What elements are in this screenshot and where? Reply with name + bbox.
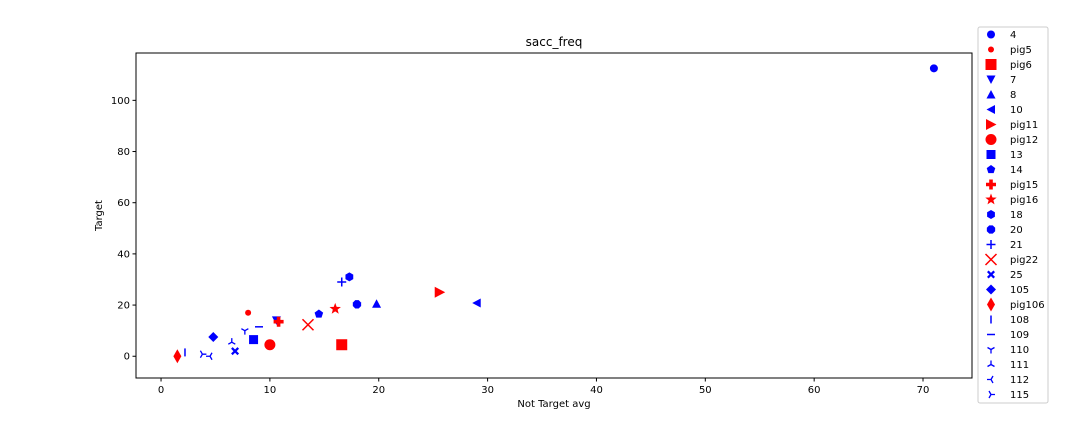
legend-marker-pig15 — [986, 179, 996, 190]
legend-marker-105 — [986, 284, 996, 295]
data-point-10 — [472, 298, 481, 308]
data-point-20 — [352, 300, 362, 309]
data-point-pig15 — [273, 316, 284, 327]
y-tick-label: 60 — [117, 198, 130, 209]
data-point-110 — [241, 328, 249, 335]
legend-marker-pig22 — [984, 253, 998, 266]
legend-label: pig11 — [1010, 120, 1038, 131]
data-point-4 — [929, 64, 938, 73]
data-point-18 — [345, 272, 354, 282]
legend-label: 20 — [1010, 225, 1023, 236]
x-axis-label: Not Target avg — [517, 399, 590, 410]
legend-marker-20 — [986, 225, 996, 234]
legend-marker-4 — [987, 30, 995, 39]
data-point-pig12 — [264, 339, 276, 351]
legend-marker-25 — [987, 270, 995, 279]
x-tick-label: 40 — [590, 385, 603, 396]
legend-marker-pig5 — [988, 46, 994, 53]
x-tick-label: 50 — [699, 385, 712, 396]
data-point-pig22 — [301, 318, 315, 331]
legend-marker-18 — [987, 210, 995, 219]
x-tick-label: 0 — [158, 385, 164, 396]
data-point-8 — [372, 299, 382, 308]
data-point-pig5 — [245, 309, 252, 316]
legend-marker-13 — [986, 150, 996, 159]
legend-label: 21 — [1010, 240, 1023, 251]
data-point-pig11 — [434, 286, 446, 298]
data-point-115 — [199, 350, 207, 359]
legend-label: 108 — [1010, 315, 1029, 326]
y-axis-label: Target — [94, 200, 105, 232]
data-point-112 — [206, 352, 213, 361]
y-tick-label: 100 — [111, 96, 130, 107]
x-tick-label: 20 — [372, 385, 385, 396]
legend-label: pig15 — [1010, 180, 1038, 191]
legend-marker-112 — [987, 375, 994, 384]
data-point-21 — [337, 277, 347, 287]
legend-label: 25 — [1010, 270, 1023, 281]
y-tick-label: 80 — [117, 147, 130, 158]
legend-marker-pig106 — [987, 297, 995, 312]
data-point-105 — [208, 332, 219, 343]
data-point-14 — [314, 309, 324, 318]
y-axis-ticks: 0 20 40 60 80 100 — [111, 96, 136, 363]
legend-label: 14 — [1010, 165, 1023, 176]
plot-area — [135, 52, 973, 379]
legend-marker-7 — [986, 75, 996, 84]
legend-label: 4 — [1010, 30, 1016, 41]
x-tick-label: 60 — [808, 385, 821, 396]
legend-label: pig6 — [1010, 60, 1032, 71]
x-axis-ticks: 0 10 20 30 40 50 60 70 — [158, 378, 930, 396]
legend-marker-pig6 — [985, 59, 997, 70]
x-tick-label: 30 — [481, 385, 494, 396]
legend-marker-pig16 — [985, 193, 997, 205]
data-point-pig6 — [336, 339, 348, 351]
legend-marker-8 — [986, 90, 996, 99]
legend-marker-10 — [986, 105, 995, 114]
y-tick-label: 20 — [117, 301, 130, 312]
x-tick-label: 10 — [264, 385, 277, 396]
legend-label: pig12 — [1010, 135, 1038, 146]
data-point-pig106 — [173, 349, 182, 364]
data-points — [173, 64, 938, 364]
y-tick-label: 40 — [117, 249, 130, 260]
legend-label: 115 — [1010, 390, 1029, 401]
legend-label: 8 — [1010, 90, 1016, 101]
legend-label: 7 — [1010, 75, 1016, 86]
legend-marker-110 — [987, 346, 995, 354]
legend-label: 105 — [1010, 285, 1029, 296]
legend: 4 pig5 pig6 7 8 10 pig11 pig12 13 14 pig15 pig16 18 2… — [977, 26, 1049, 404]
legend-label: 110 — [1010, 345, 1029, 356]
legend-marker-115 — [988, 390, 995, 399]
legend-marker-14 — [986, 165, 996, 174]
data-point-25 — [231, 347, 240, 356]
data-point-pig16 — [329, 302, 341, 314]
legend-label: pig22 — [1010, 255, 1038, 266]
legend-label: pig16 — [1010, 195, 1038, 206]
legend-marker-pig11 — [986, 119, 997, 130]
legend-marker-21 — [986, 240, 996, 249]
legend-label: pig106 — [1010, 300, 1045, 311]
legend-label: pig5 — [1010, 45, 1032, 56]
legend-label: 109 — [1010, 330, 1029, 341]
legend-label: 112 — [1010, 375, 1029, 386]
legend-label: 10 — [1010, 105, 1023, 116]
y-tick-label: 0 — [124, 352, 130, 363]
legend-label: 18 — [1010, 210, 1023, 221]
legend-marker-111 — [987, 360, 995, 368]
legend-marker-pig12 — [985, 134, 997, 145]
legend-label: 111 — [1010, 360, 1029, 371]
x-tick-label: 70 — [917, 385, 930, 396]
data-point-13 — [249, 335, 259, 345]
legend-label: 13 — [1010, 150, 1023, 161]
legend-frame — [977, 26, 1049, 404]
chart-title: sacc_freq — [526, 35, 583, 49]
legend-items: 4 pig5 pig6 7 8 10 pig11 pig12 13 14 pig15 pig16 18 2… — [984, 30, 1045, 401]
data-point-111 — [227, 338, 236, 345]
